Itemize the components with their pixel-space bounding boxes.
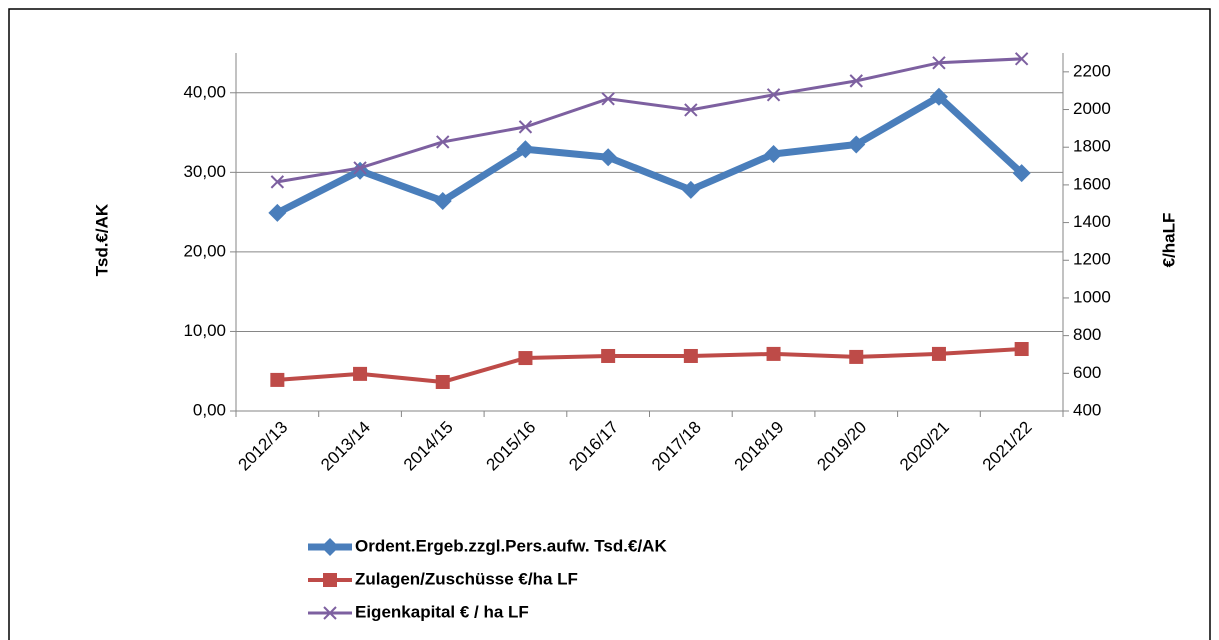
- y2-tick-label: 800: [1073, 325, 1101, 344]
- marker: [683, 348, 698, 363]
- y-tick-label: 20,00: [183, 241, 226, 260]
- marker: [847, 135, 866, 154]
- chart-border: [8, 8, 1211, 640]
- marker: [766, 346, 781, 361]
- marker: [323, 573, 337, 587]
- marker: [1014, 342, 1029, 357]
- series-line: [275, 93, 1025, 217]
- marker: [518, 120, 533, 134]
- legend-item: Ordent.Ergeb.zzgl.Pers.aufw. Tsd.€/AK: [308, 536, 667, 556]
- marker: [436, 135, 450, 149]
- marker: [681, 180, 700, 199]
- marker: [932, 56, 946, 70]
- marker: [353, 366, 368, 381]
- y2-tick-label: 2000: [1073, 99, 1111, 118]
- marker: [270, 175, 285, 189]
- marker: [1014, 52, 1029, 66]
- legend-item: Zulagen/Zuschüsse €/ha LF: [308, 569, 578, 588]
- marker: [849, 349, 864, 364]
- marker: [931, 346, 946, 361]
- marker: [601, 92, 615, 106]
- y2-tick-label: 1800: [1073, 137, 1111, 156]
- y-tick-label: 0,00: [193, 400, 226, 419]
- legend-item: Eigenkapital € / ha LF: [308, 602, 529, 621]
- marker: [353, 161, 367, 175]
- legend-label: Ordent.Ergeb.zzgl.Pers.aufw. Tsd.€/AK: [355, 536, 667, 555]
- y2-tick-label: 1200: [1073, 250, 1111, 269]
- series-line: [277, 347, 1022, 384]
- marker: [929, 87, 948, 106]
- y2-tick-label: 400: [1073, 400, 1101, 419]
- y-axis-label: Tsd.€/AK: [92, 203, 111, 276]
- y2-tick-label: 600: [1073, 363, 1101, 382]
- marker: [1012, 164, 1031, 183]
- marker: [601, 348, 616, 363]
- marker: [518, 351, 533, 366]
- marker: [766, 88, 781, 102]
- y2-tick-label: 1000: [1073, 287, 1111, 306]
- marker: [435, 374, 450, 389]
- marker: [684, 103, 698, 117]
- marker: [323, 606, 337, 620]
- y-tick-label: 10,00: [183, 321, 226, 340]
- marker: [270, 372, 285, 387]
- series-line: [277, 57, 1022, 184]
- marker: [433, 191, 452, 210]
- legend-label: Zulagen/Zuschüsse €/ha LF: [355, 569, 578, 588]
- y2-axis-label: €/haLF: [1159, 213, 1178, 268]
- marker: [268, 203, 287, 222]
- legend-label: Eigenkapital € / ha LF: [355, 602, 529, 621]
- marker: [599, 148, 618, 167]
- y-tick-label: 30,00: [183, 162, 226, 181]
- y2-tick-label: 1600: [1073, 174, 1111, 193]
- marker: [516, 140, 535, 159]
- y-tick-label: 40,00: [183, 82, 226, 101]
- marker: [764, 145, 783, 164]
- marker: [849, 74, 863, 88]
- y2-tick-label: 1400: [1073, 212, 1111, 231]
- marker: [321, 538, 339, 556]
- y2-tick-label: 2200: [1073, 61, 1111, 80]
